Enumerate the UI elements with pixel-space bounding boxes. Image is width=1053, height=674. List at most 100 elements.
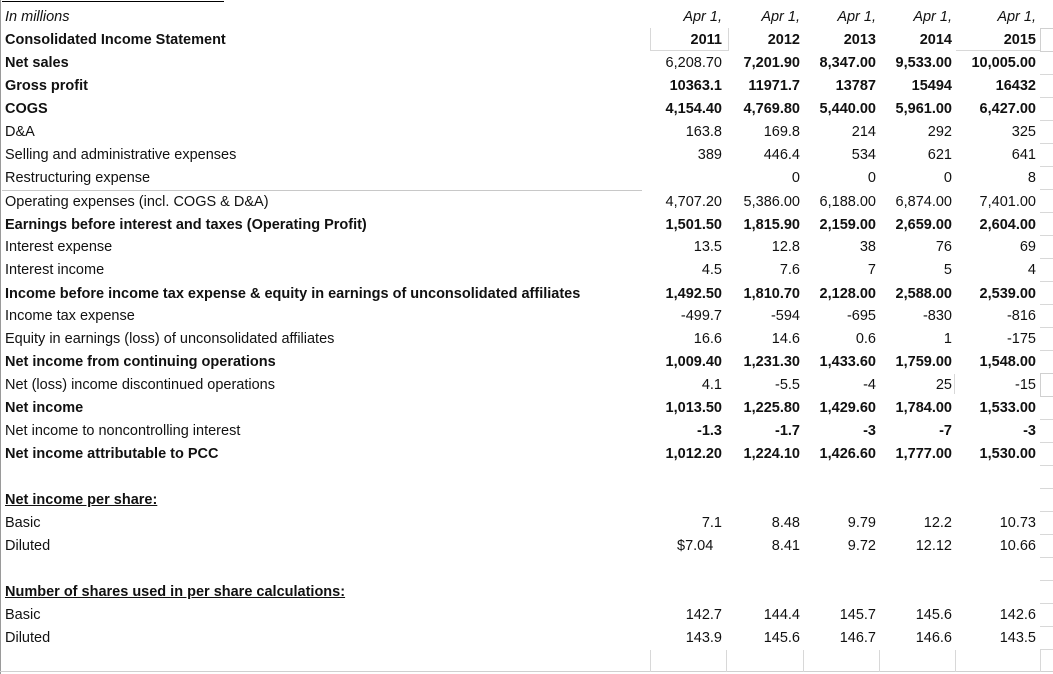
row-value[interactable]: 9.79 — [847, 515, 876, 531]
row-value[interactable]: 169.8 — [763, 124, 800, 140]
row-value[interactable]: 7.1 — [701, 515, 722, 531]
row-value[interactable]: 0.6 — [855, 331, 876, 347]
row-value[interactable]: 2,588.00 — [895, 286, 952, 302]
row-value[interactable]: -7 — [939, 423, 952, 439]
row-value[interactable]: 1,426.60 — [819, 446, 876, 462]
row-value[interactable]: 2,159.00 — [819, 217, 876, 233]
row-value[interactable]: 10.66 — [999, 538, 1036, 554]
row-value[interactable]: 6,188.00 — [819, 194, 876, 210]
row-value[interactable]: 12.8 — [771, 239, 800, 255]
row-value[interactable]: 6,427.00 — [979, 101, 1036, 117]
row-value[interactable]: 4.1 — [701, 377, 722, 393]
row-value[interactable]: 8.48 — [771, 515, 800, 531]
row-value[interactable]: 4,154.40 — [665, 101, 722, 117]
row-value[interactable]: -175 — [1006, 331, 1036, 347]
row-value[interactable]: -695 — [846, 308, 876, 324]
header-month-2011[interactable]: Apr 1, — [683, 9, 722, 25]
row-value[interactable]: -4 — [863, 377, 876, 393]
row-value[interactable]: 1 — [943, 331, 952, 347]
row-value[interactable]: 143.9 — [685, 630, 722, 646]
row-value[interactable]: -816 — [1006, 308, 1036, 324]
row-value[interactable]: 145.6 — [915, 607, 952, 623]
row-value[interactable]: 15494 — [911, 78, 952, 94]
row-value[interactable]: 146.7 — [839, 630, 876, 646]
row-value[interactable]: -594 — [770, 308, 800, 324]
row-value[interactable]: -5.5 — [775, 377, 800, 393]
row-value[interactable]: 16.6 — [693, 331, 722, 347]
row-value[interactable]: 1,012.20 — [665, 446, 722, 462]
header-year-2013[interactable]: 2013 — [843, 32, 876, 48]
row-value[interactable]: 325 — [1011, 124, 1036, 140]
row-value[interactable]: 142.7 — [685, 607, 722, 623]
row-value[interactable]: -1.7 — [775, 423, 800, 439]
row-value[interactable]: 1,429.60 — [819, 400, 876, 416]
row-value[interactable]: 5,961.00 — [895, 101, 952, 117]
row-value[interactable]: 292 — [927, 124, 952, 140]
row-value[interactable]: 5,440.00 — [819, 101, 876, 117]
row-value[interactable]: -3 — [1023, 423, 1036, 439]
header-year-2011[interactable]: 2011 — [690, 32, 722, 48]
row-value[interactable]: 5 — [943, 262, 952, 278]
grid-cell[interactable] — [1040, 28, 1053, 52]
row-value[interactable]: 446.4 — [763, 147, 800, 163]
row-value[interactable]: 69 — [1019, 239, 1036, 255]
row-value[interactable]: 9,533.00 — [895, 55, 952, 71]
row-value[interactable]: 25 — [935, 377, 952, 393]
row-value[interactable]: -15 — [1015, 377, 1036, 393]
row-value[interactable]: 8.41 — [771, 538, 800, 554]
row-value[interactable]: 534 — [851, 147, 876, 163]
row-value[interactable]: 10363.1 — [669, 78, 722, 94]
row-value[interactable]: 2,659.00 — [895, 217, 952, 233]
row-value[interactable]: 7,201.90 — [743, 55, 800, 71]
row-value[interactable]: 163.8 — [685, 124, 722, 140]
row-value[interactable]: 144.4 — [763, 607, 800, 623]
row-value[interactable]: 7.6 — [779, 262, 800, 278]
row-value[interactable]: 8 — [1027, 170, 1036, 186]
row-value[interactable]: 7,401.00 — [979, 194, 1036, 210]
row-value[interactable]: 13.5 — [693, 239, 722, 255]
row-value[interactable]: 5,386.00 — [743, 194, 800, 210]
row-value[interactable]: 1,501.50 — [665, 217, 722, 233]
header-month-2015[interactable]: Apr 1, — [997, 9, 1036, 25]
row-value[interactable]: 4 — [1027, 262, 1036, 278]
row-value[interactable]: 641 — [1011, 147, 1036, 163]
row-value[interactable]: 145.6 — [763, 630, 800, 646]
row-value[interactable]: 10,005.00 — [971, 55, 1036, 71]
header-month-2014[interactable]: Apr 1, — [913, 9, 952, 25]
row-value[interactable]: 11971.7 — [748, 78, 800, 94]
row-value[interactable]: 1,759.00 — [895, 354, 952, 370]
row-value[interactable]: 1,433.60 — [819, 354, 876, 370]
row-value[interactable]: 6,874.00 — [895, 194, 952, 210]
row-value[interactable] — [650, 167, 722, 190]
header-year-2014[interactable]: 2014 — [919, 32, 952, 48]
row-value[interactable]: -830 — [922, 308, 952, 324]
row-value[interactable]: -3 — [863, 423, 876, 439]
row-value[interactable]: -1.3 — [697, 423, 722, 439]
row-value[interactable]: 12.2 — [923, 515, 952, 531]
row-value[interactable]: 16432 — [995, 78, 1036, 94]
header-month-2012[interactable]: Apr 1, — [761, 9, 800, 25]
row-value[interactable]: 1,492.50 — [665, 286, 722, 302]
row-value[interactable]: 2,604.00 — [979, 217, 1036, 233]
row-value[interactable]: 14.6 — [771, 331, 800, 347]
row-value[interactable]: 1,009.40 — [665, 354, 722, 370]
row-value[interactable]: 9.72 — [847, 538, 876, 554]
row-value[interactable]: 1,784.00 — [895, 400, 952, 416]
row-value[interactable]: 13787 — [835, 78, 876, 94]
row-value[interactable]: 142.6 — [999, 607, 1036, 623]
grid-cell[interactable] — [1040, 373, 1053, 397]
row-value[interactable]: 145.7 — [839, 607, 876, 623]
row-value[interactable]: 0 — [867, 170, 876, 186]
row-value[interactable]: 6,208.70 — [665, 55, 722, 71]
row-value[interactable]: 1,231.30 — [743, 354, 800, 370]
row-value[interactable]: 76 — [935, 239, 952, 255]
header-month-2013[interactable]: Apr 1, — [837, 9, 876, 25]
row-value[interactable]: 1,548.00 — [979, 354, 1036, 370]
row-value[interactable]: 4,707.20 — [665, 194, 722, 210]
row-value[interactable]: 1,810.70 — [743, 286, 800, 302]
header-year-2015[interactable]: 2015 — [1003, 32, 1036, 48]
row-value[interactable]: 214 — [851, 124, 876, 140]
row-value[interactable]: 1,777.00 — [895, 446, 952, 462]
header-year-2012[interactable]: 2012 — [767, 32, 800, 48]
row-value[interactable]: 0 — [943, 170, 952, 186]
